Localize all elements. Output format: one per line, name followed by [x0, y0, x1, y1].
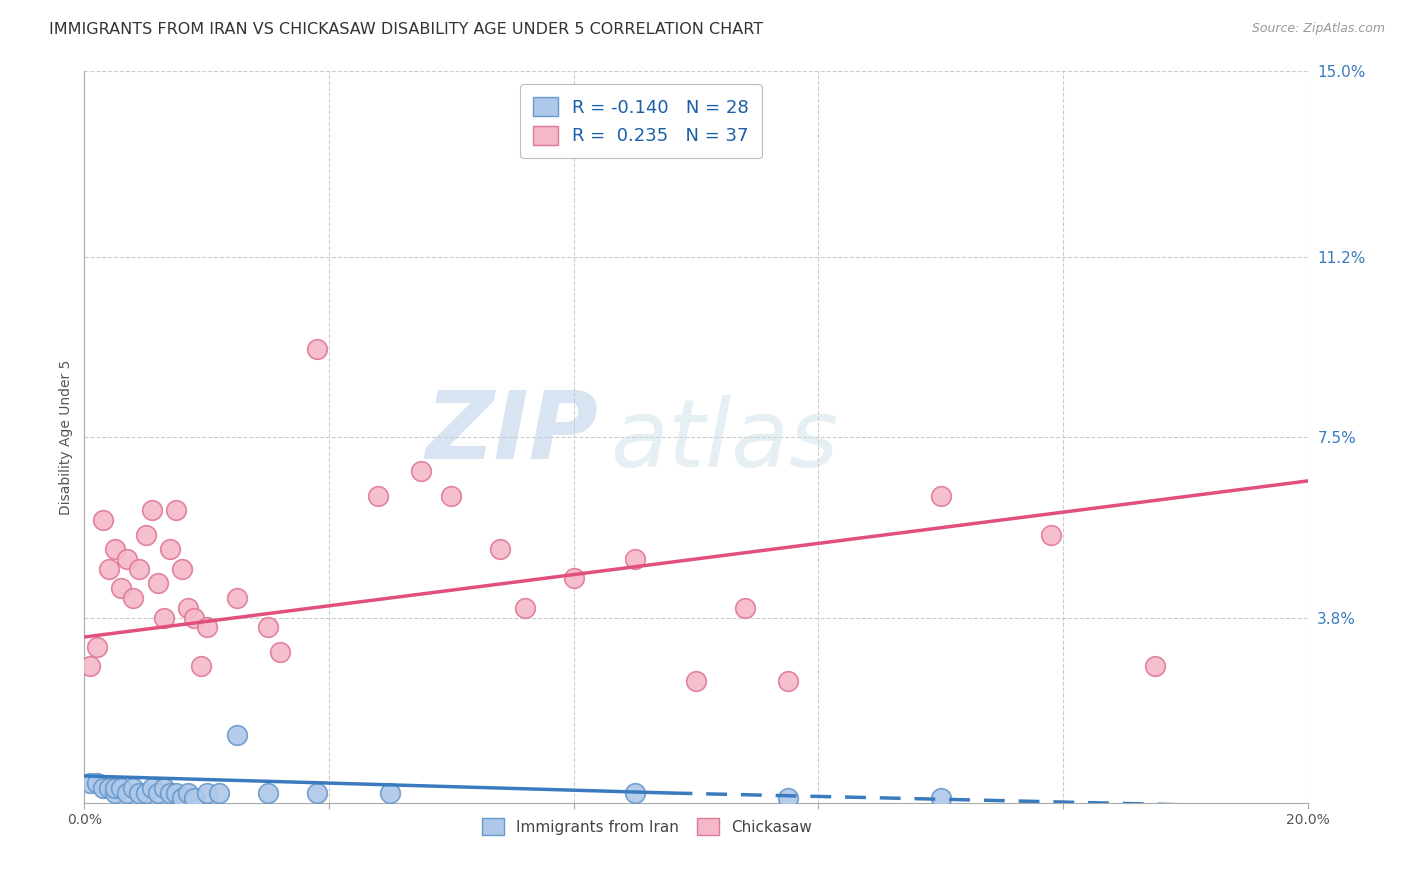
Point [91, 513, 114, 527]
Point [624, 786, 647, 800]
Point [146, 576, 169, 591]
Point [122, 781, 145, 796]
Point [562, 572, 585, 586]
Point [115, 786, 138, 800]
Point [97, 781, 120, 796]
Point [159, 786, 181, 800]
Point [257, 786, 280, 800]
Point [128, 562, 150, 576]
Point [165, 786, 187, 800]
Point [734, 600, 756, 615]
Point [86, 640, 108, 654]
Y-axis label: Disability Age Under 5: Disability Age Under 5 [59, 359, 73, 515]
Point [190, 659, 212, 673]
Point [172, 791, 194, 805]
Point [929, 791, 952, 805]
Point [489, 542, 512, 557]
Point [135, 527, 157, 541]
Point [104, 542, 127, 557]
Point [195, 620, 218, 634]
Point [128, 786, 150, 800]
Point [177, 786, 200, 800]
Point [776, 673, 799, 688]
Point [929, 489, 952, 503]
Point [257, 620, 280, 634]
Text: atlas: atlas [610, 395, 838, 486]
Point [183, 791, 205, 805]
Point [305, 786, 328, 800]
Point [776, 791, 799, 805]
Point [177, 600, 200, 615]
Point [305, 343, 328, 357]
Point [159, 542, 181, 557]
Point [409, 464, 432, 478]
Point [135, 786, 157, 800]
Point [141, 503, 163, 517]
Point [97, 562, 120, 576]
Point [115, 552, 138, 566]
Point [104, 786, 127, 800]
Point [165, 503, 187, 517]
Point [195, 786, 218, 800]
Point [1143, 659, 1166, 673]
Point [153, 610, 176, 624]
Point [146, 786, 169, 800]
Point [91, 781, 114, 796]
Point [79, 776, 101, 790]
Point [226, 591, 249, 605]
Point [86, 776, 108, 790]
Point [110, 781, 132, 796]
Point [153, 781, 176, 796]
Point [172, 562, 194, 576]
Point [367, 489, 389, 503]
Point [1039, 527, 1062, 541]
Text: ZIP: ZIP [425, 387, 598, 479]
Point [79, 659, 101, 673]
Point [440, 489, 463, 503]
Text: Source: ZipAtlas.com: Source: ZipAtlas.com [1251, 22, 1385, 36]
Point [269, 645, 291, 659]
Point [624, 552, 647, 566]
Point [685, 673, 707, 688]
Point [122, 591, 145, 605]
Point [513, 600, 536, 615]
Text: IMMIGRANTS FROM IRAN VS CHICKASAW DISABILITY AGE UNDER 5 CORRELATION CHART: IMMIGRANTS FROM IRAN VS CHICKASAW DISABI… [49, 22, 763, 37]
Legend: Immigrants from Iran, Chickasaw: Immigrants from Iran, Chickasaw [475, 811, 820, 843]
Point [208, 786, 231, 800]
Point [104, 781, 127, 796]
Point [110, 581, 132, 595]
Point [380, 786, 402, 800]
Point [141, 781, 163, 796]
Point [183, 610, 205, 624]
Point [226, 727, 249, 741]
